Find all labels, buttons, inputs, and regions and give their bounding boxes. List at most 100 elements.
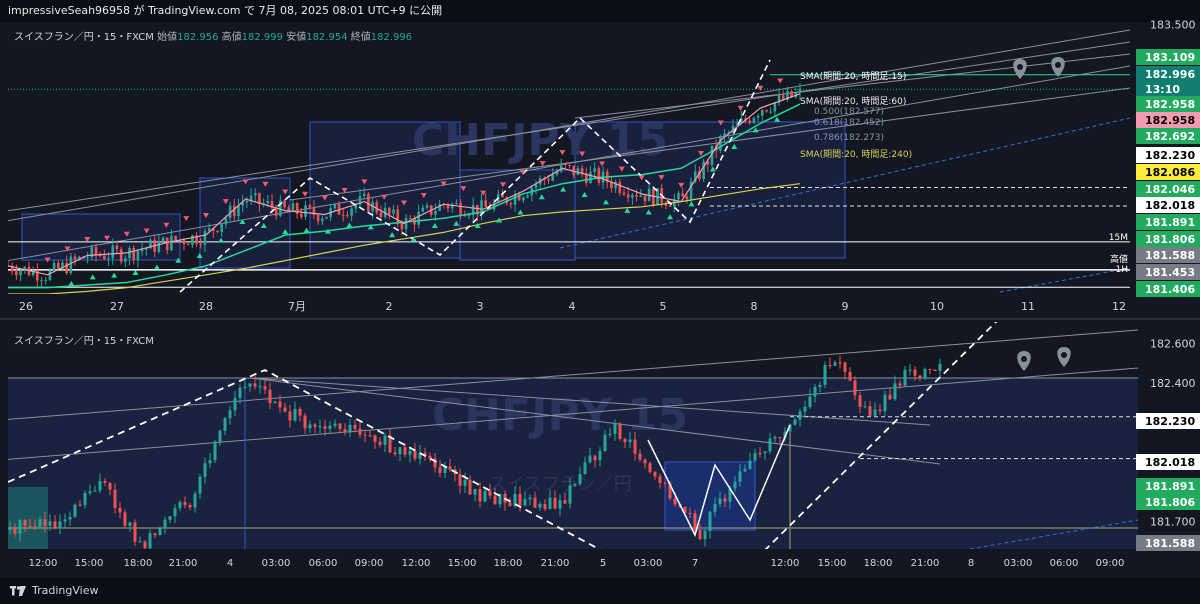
candle <box>505 197 508 204</box>
watermark: CHFJPY 15 <box>412 115 668 166</box>
candle <box>476 204 479 215</box>
upper-x-axis-band <box>0 294 1200 320</box>
sma-60-line <box>8 103 801 289</box>
candle <box>143 541 147 549</box>
candle <box>408 450 412 455</box>
candle <box>19 270 22 276</box>
map-pin-hole <box>1055 62 1061 68</box>
candle <box>488 490 492 496</box>
candle <box>733 481 737 489</box>
buy-signal-marker <box>624 207 631 213</box>
sell-signal-marker <box>500 182 506 188</box>
price-label-box <box>1136 281 1200 297</box>
candle <box>248 383 252 387</box>
buy-signal-marker <box>196 253 203 259</box>
buy-signal-marker <box>581 191 588 197</box>
sell-signal-marker <box>460 186 467 192</box>
buy-signal-marker <box>410 236 417 242</box>
candle <box>388 435 392 453</box>
candle <box>10 265 14 272</box>
candle <box>73 256 77 260</box>
candle <box>243 386 247 388</box>
candle <box>923 368 927 379</box>
buy-signal-marker <box>474 222 481 228</box>
x-axis-tick-label: 03:00 <box>1004 558 1033 569</box>
x-axis-tick-label: 18:00 <box>864 558 893 569</box>
trend-line <box>249 377 931 426</box>
x-axis-tick-label: 26 <box>19 300 33 313</box>
sell-signal-marker <box>579 151 586 157</box>
candle <box>278 401 282 408</box>
candle <box>293 408 297 421</box>
candle <box>778 437 782 439</box>
candle <box>853 380 857 396</box>
map-pin-hole <box>1017 64 1023 70</box>
candle <box>400 222 404 230</box>
price-label: 181.406 <box>1145 283 1195 296</box>
sell-signal-marker <box>618 166 625 172</box>
candle <box>132 247 136 261</box>
candle <box>463 215 467 217</box>
map-pin-hole <box>1021 356 1027 362</box>
candle <box>614 182 617 189</box>
candle <box>368 435 372 437</box>
candle <box>698 171 701 180</box>
candle <box>38 519 42 527</box>
sell-signal-marker <box>401 200 407 206</box>
candle <box>603 434 607 452</box>
upper-price-pane[interactable]: CHFJPY 15 0.500(182.577)0.618(182.452) 0.7… <box>0 29 1130 294</box>
candle <box>790 90 793 98</box>
candle <box>731 125 735 133</box>
buy-signal-marker <box>68 280 75 286</box>
candle <box>133 522 137 542</box>
buy-signal-marker <box>453 220 460 226</box>
candle <box>626 194 630 198</box>
candle <box>898 383 902 386</box>
candle <box>165 237 169 251</box>
candle <box>551 174 555 181</box>
sell-signal-marker <box>64 246 71 252</box>
candle <box>213 441 217 461</box>
candle <box>107 258 110 260</box>
candle <box>118 507 122 513</box>
candle <box>274 207 278 217</box>
candle <box>743 468 747 472</box>
candle <box>793 419 797 425</box>
candle <box>191 235 194 245</box>
candle <box>23 520 27 526</box>
lower-price-pane[interactable]: CHFJPY 15 スイスフラン／円 <box>0 318 1138 555</box>
x-axis-tick-label: 7月 <box>288 300 306 313</box>
candle <box>216 230 219 233</box>
candle <box>323 426 327 429</box>
candle <box>193 493 197 508</box>
candle <box>522 197 525 201</box>
candle <box>777 95 781 103</box>
candle <box>18 520 22 534</box>
candle <box>253 193 257 196</box>
candle <box>863 406 867 408</box>
candle <box>883 394 887 412</box>
candle <box>283 407 287 412</box>
candle <box>677 193 680 200</box>
candle <box>573 484 577 486</box>
candle <box>136 251 140 261</box>
candle <box>228 410 232 419</box>
x-axis-tick-label: 03:00 <box>634 558 663 569</box>
candle <box>263 386 267 390</box>
trend-line <box>574 53 1130 119</box>
highlight-box <box>8 487 48 549</box>
candle <box>808 396 812 407</box>
candle <box>113 489 117 508</box>
price-label-box <box>1136 147 1200 163</box>
x-axis-tick-label: 10 <box>930 300 944 313</box>
candle <box>124 258 127 262</box>
price-label-box <box>1136 264 1200 280</box>
candle <box>508 502 512 506</box>
candle <box>393 452 397 455</box>
candle <box>438 204 441 211</box>
sell-signal-marker <box>757 85 764 91</box>
candle <box>94 247 98 256</box>
candle <box>379 212 383 217</box>
